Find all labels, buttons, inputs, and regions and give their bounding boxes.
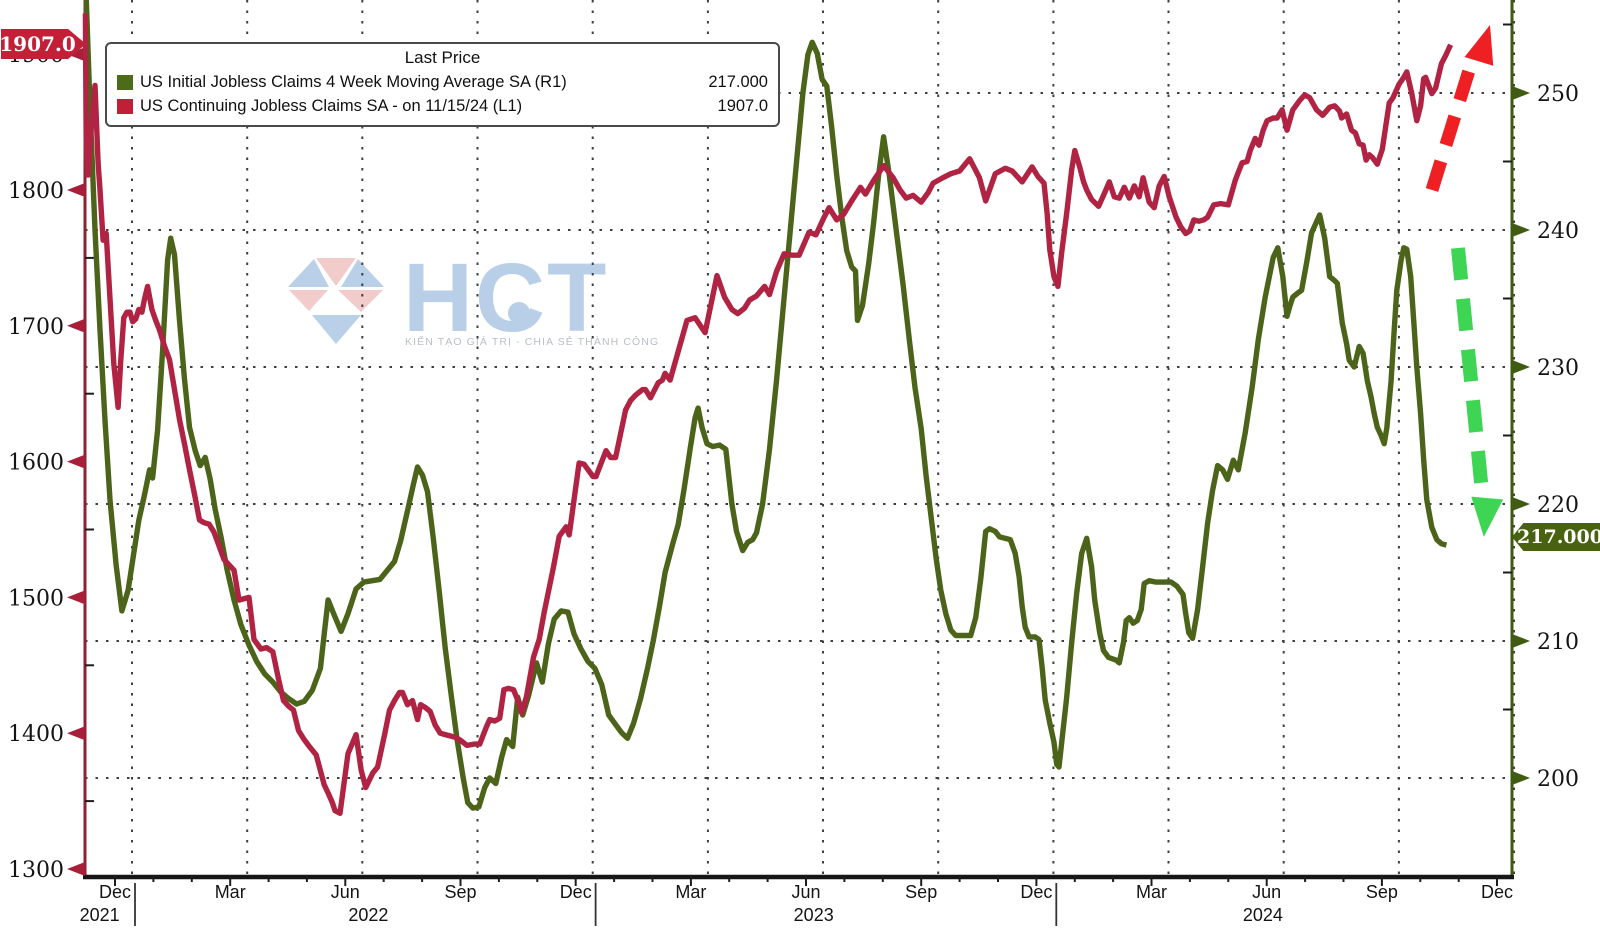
legend-row-continuing-claims: US Continuing Jobless Claims SA - on 11/… — [117, 94, 768, 118]
svg-text:1600: 1600 — [8, 451, 64, 476]
svg-text:1700: 1700 — [8, 315, 64, 340]
svg-text:210: 210 — [1537, 630, 1579, 655]
svg-text:200: 200 — [1537, 767, 1579, 792]
svg-text:Mar: Mar — [215, 882, 246, 902]
svg-text:1400: 1400 — [8, 722, 64, 747]
svg-text:Sep: Sep — [444, 882, 476, 902]
legend-label: US Continuing Jobless Claims SA - on 11/… — [140, 97, 523, 115]
svg-text:2024: 2024 — [1243, 905, 1283, 925]
svg-text:Dec: Dec — [1020, 882, 1052, 902]
svg-text:Mar: Mar — [675, 882, 706, 902]
svg-text:Dec: Dec — [1481, 882, 1513, 902]
legend-value: 1907.0 — [717, 97, 768, 115]
svg-text:Mar: Mar — [1136, 882, 1167, 902]
svg-text:1300: 1300 — [8, 858, 64, 883]
svg-text:Jun: Jun — [331, 882, 360, 902]
left-axis-last-price-tag: 1907.0 — [1, 29, 86, 59]
svg-text:Jun: Jun — [1252, 882, 1281, 902]
svg-text:1500: 1500 — [8, 586, 64, 611]
svg-text:1800: 1800 — [8, 179, 64, 204]
svg-text:Jun: Jun — [791, 882, 820, 902]
initial-claims-swatch-icon — [117, 74, 133, 90]
svg-text:220: 220 — [1537, 493, 1579, 518]
svg-text:250: 250 — [1537, 82, 1579, 107]
legend-title: Last Price — [404, 48, 481, 67]
legend-row-initial-claims: US Initial Jobless Claims 4 Week Moving … — [117, 70, 768, 94]
svg-text:Sep: Sep — [1366, 882, 1398, 902]
svg-text:Dec: Dec — [99, 882, 131, 902]
legend-value: 217.000 — [708, 73, 768, 91]
continuing-claims-swatch-icon — [117, 98, 133, 114]
svg-text:2023: 2023 — [794, 905, 834, 925]
svg-text:Sep: Sep — [905, 882, 937, 902]
watermark-tagline: KIẾN TẠO GIÁ TRỊ - CHIA SẺ THÀNH CÔNG — [405, 336, 660, 348]
svg-text:2022: 2022 — [348, 905, 388, 925]
svg-text:230: 230 — [1537, 356, 1579, 381]
watermark-c-dot-icon — [508, 302, 530, 324]
watermark-text: HCT — [403, 243, 609, 352]
svg-text:Dec: Dec — [560, 882, 592, 902]
legend-box: Last Price US Initial Jobless Claims 4 W… — [105, 42, 780, 127]
hct-watermark: HCT KIẾN TẠO GIÁ TRỊ - CHIA SẺ THÀNH CÔN… — [285, 243, 658, 364]
svg-text:2021: 2021 — [80, 905, 120, 925]
legend-label: US Initial Jobless Claims 4 Week Moving … — [140, 73, 567, 91]
right-axis-last-price-tag: 217.000 — [1512, 523, 1600, 551]
svg-text:240: 240 — [1537, 219, 1579, 244]
